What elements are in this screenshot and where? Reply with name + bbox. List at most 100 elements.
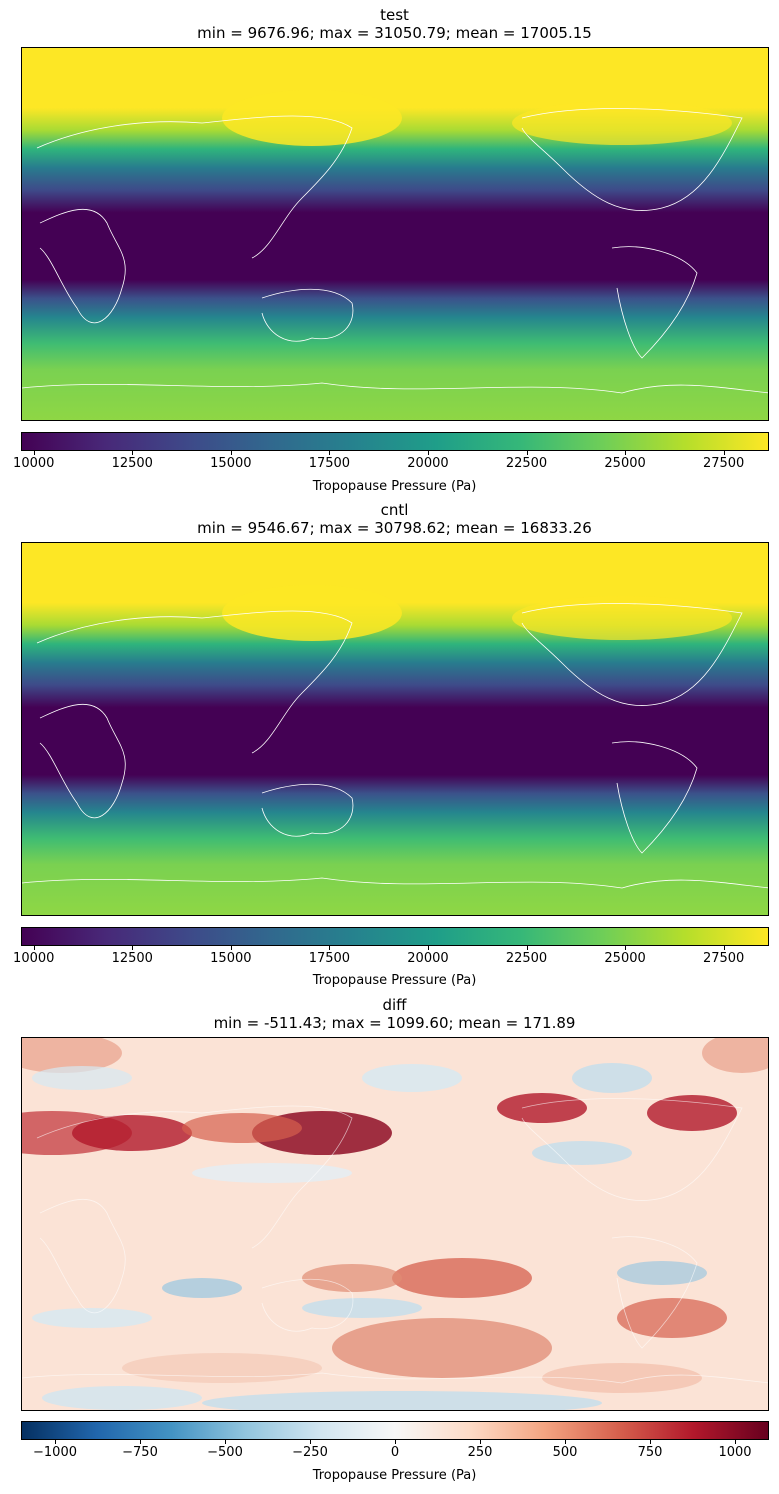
field-feature (332, 1318, 552, 1378)
field-feature (497, 1093, 587, 1123)
colorbar-tick-label: 1000 (718, 1445, 752, 1460)
colorbar-tickmark (723, 451, 725, 455)
panel-stats: min = 9676.96; max = 31050.79; mean = 17… (197, 24, 592, 42)
field-feature (202, 1391, 602, 1410)
colorbar-tickmark (132, 451, 134, 455)
field-feature (122, 1353, 322, 1383)
colorbar-tick-label: 15000 (210, 951, 252, 966)
colorbar-tickmark (625, 946, 627, 950)
coastline (261, 288, 354, 342)
colorbar-tickmark (55, 1440, 56, 1444)
field-feature (647, 1095, 737, 1131)
coastline (39, 703, 126, 818)
colorbar-tickmark (329, 946, 331, 950)
colorbar-tickmark (427, 451, 429, 455)
colorbar-tickmark (33, 451, 35, 455)
colorbar-tick-label: 20000 (407, 456, 449, 471)
colorbar-tick-label: 12500 (111, 951, 153, 966)
field-feature (392, 1258, 532, 1298)
colorbar-tick-label: 10000 (13, 456, 55, 471)
colorbar-tickmark (225, 1440, 226, 1444)
colorbar-tickmark (132, 946, 134, 950)
colorbar-tick-label: 22500 (505, 456, 548, 471)
field-feature (32, 1308, 152, 1328)
colorbar-tickmark (230, 451, 232, 455)
colorbar-tick-label: 17500 (308, 456, 351, 471)
map-cntl (21, 542, 769, 916)
field-feature (617, 1261, 707, 1285)
colorbar-tickmark (735, 1440, 736, 1444)
colorbar-tick-label: 22500 (505, 951, 548, 966)
colorbar-tick-label: 500 (552, 1445, 578, 1460)
field-feature (572, 1063, 652, 1093)
colorbar-tickmark (526, 946, 528, 950)
field-feature (162, 1278, 242, 1298)
colorbar-tick-label: 12500 (111, 456, 153, 471)
colorbar-tickmark (625, 451, 627, 455)
field-feature (617, 1298, 727, 1338)
colorbar-tick-label: 250 (467, 1445, 493, 1460)
field-feature (72, 1115, 192, 1151)
panel-stats: min = 9546.67; max = 30798.62; mean = 16… (197, 519, 592, 537)
colorbar-tickmark (329, 451, 331, 455)
coastline (611, 741, 698, 854)
field-feature (222, 90, 402, 146)
field-feature (542, 1363, 702, 1393)
field-feature (302, 1264, 402, 1292)
colorbar-tick-label: 27500 (702, 456, 745, 471)
coastline (36, 610, 353, 754)
colorbar-tick-label: 17500 (308, 951, 351, 966)
colorbar-tick-label: 25000 (604, 951, 646, 966)
colorbar-cntl (21, 927, 769, 946)
colorbar-tickmark (230, 946, 232, 950)
coastline (36, 1105, 353, 1249)
colorbar-tick-label: −250 (292, 1445, 328, 1460)
field-feature (512, 101, 732, 145)
panel-title: diff (382, 996, 407, 1014)
field-feature (362, 1064, 462, 1092)
colorbar-test (21, 432, 769, 451)
colorbar-tick-label: 27500 (702, 951, 745, 966)
panel-title: cntl (380, 501, 409, 519)
coastline (261, 783, 354, 837)
colorbar-tickmark (480, 1440, 481, 1444)
map-diff (21, 1037, 769, 1411)
panel-stats: min = -511.43; max = 1099.60; mean = 171… (213, 1014, 576, 1032)
coastline (611, 1236, 698, 1349)
colorbar-tick-label: −500 (207, 1445, 243, 1460)
field-feature (702, 1038, 768, 1073)
colorbar-tick-label: 750 (637, 1445, 663, 1460)
field-feature (302, 1298, 422, 1318)
coastline (39, 1198, 126, 1313)
colorbar-diff (21, 1421, 769, 1440)
colorbar-label: Tropopause Pressure (Pa) (312, 973, 477, 988)
colorbar-tickmark (33, 946, 35, 950)
field-feature (182, 1113, 302, 1143)
colorbar-tick-label: 25000 (604, 456, 646, 471)
colorbar-label: Tropopause Pressure (Pa) (312, 1468, 477, 1483)
coastline (22, 1372, 768, 1384)
colorbar-label: Tropopause Pressure (Pa) (312, 479, 477, 494)
colorbar-tickmark (395, 1440, 396, 1444)
field-feature (532, 1141, 632, 1165)
coastline (521, 603, 743, 706)
field-feature (42, 1386, 202, 1410)
colorbar-tickmark (427, 946, 429, 950)
coastline (22, 382, 768, 394)
colorbar-tickmark (310, 1440, 311, 1444)
coastline (261, 1278, 354, 1332)
colorbar-tick-label: 20000 (407, 951, 449, 966)
panel-title: test (380, 6, 409, 24)
map-test (21, 47, 769, 421)
field-feature (32, 1066, 132, 1090)
colorbar-tick-label: 10000 (13, 951, 55, 966)
colorbar-tickmark (565, 1440, 566, 1444)
colorbar-tick-label: −750 (122, 1445, 158, 1460)
coastline (521, 1098, 743, 1201)
coastline (521, 108, 743, 211)
colorbar-tickmark (140, 1440, 141, 1444)
colorbar-tick-label: 0 (390, 1445, 400, 1460)
colorbar-tickmark (526, 451, 528, 455)
colorbar-tick-label: 15000 (210, 456, 252, 471)
coastline (39, 208, 126, 323)
